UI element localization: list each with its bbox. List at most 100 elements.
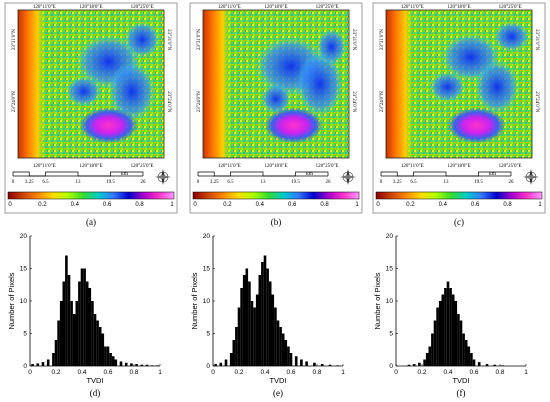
colorbar-tick-label: 0.8 [320, 202, 329, 208]
scale-bar-tick: 19.5 [291, 180, 300, 185]
y-axis-label: Number of Pixels [7, 272, 16, 329]
scale-bar-tick: 13 [261, 180, 267, 185]
y-tick-label: 0 [206, 363, 210, 370]
histogram-bar [101, 333, 105, 366]
scale-bar-tick: 13 [76, 180, 82, 185]
compass-needle-ew [340, 175, 356, 179]
y-tick-label: 5 [389, 331, 393, 338]
colorbar [375, 191, 543, 200]
x-tick-label: 0.6 [469, 369, 478, 376]
longitude-label-top: 120°25'0"E [499, 5, 522, 10]
colorbar [192, 191, 360, 200]
x-tick-label: 0 [394, 369, 398, 376]
histogram-bar [229, 353, 233, 366]
scale-bar-tick: 0 [12, 180, 15, 185]
map-panel: 120°11'0"E 120°18'0"E 120°25'0"E 23°31'0"N 2… [4, 2, 178, 227]
scale-bar-line [197, 171, 329, 177]
scale-bar-tick: 3.25 [25, 180, 34, 185]
histogram-bar [279, 327, 282, 366]
scale-bar-tick: 0 [380, 180, 383, 185]
scale-bar-tick: 3.25 [210, 180, 219, 185]
map-wet-area [261, 84, 291, 114]
latitude-label-right: 23°31'0"N [351, 29, 356, 50]
colorbar [7, 191, 175, 200]
histogram-bar [250, 301, 254, 366]
colorbar-tick-label: 0.2 [223, 202, 232, 208]
histogram-bar [65, 255, 68, 366]
histogram-bar [248, 281, 251, 366]
histogram-bar [242, 275, 246, 366]
scale-bar-tick: 6.5 [227, 180, 234, 185]
x-tick-label: 1 [524, 369, 528, 376]
map-border [385, 9, 533, 159]
x-tick-label: 0.8 [129, 369, 138, 376]
histogram-bar [268, 281, 272, 366]
colorbar-tick-label: 1 [355, 202, 359, 208]
histogram-bar [109, 353, 112, 366]
y-tick-label: 15 [386, 266, 394, 273]
histogram-bar [459, 320, 463, 366]
histogram-bar [300, 359, 303, 366]
y-tick-label: 5 [206, 331, 210, 338]
histogram-bar [255, 294, 259, 366]
x-tick-label: 1 [158, 369, 162, 376]
histogram-bar [281, 333, 285, 366]
x-tick-label: 0 [211, 369, 215, 376]
x-axis-label: TVDI [86, 376, 103, 385]
x-tick-label: 0 [28, 369, 32, 376]
colorbar-tick-label: 0.8 [503, 202, 512, 208]
x-tick-label: 0.8 [495, 369, 504, 376]
histogram-bar [431, 333, 434, 366]
histogram-bar [145, 364, 149, 366]
histogram-bar [111, 356, 115, 366]
x-tick-label: 0.4 [260, 369, 269, 376]
histogram-bar [130, 363, 133, 366]
histogram-bar [54, 340, 58, 366]
histogram-bar [98, 327, 102, 366]
y-tick-label: 15 [20, 266, 28, 273]
histogram-bar [261, 262, 264, 366]
histogram-bar [75, 301, 79, 366]
longitude-label-top: 120°11'0"E [218, 5, 241, 10]
histogram-bar [425, 353, 429, 366]
longitude-label-bottom: 120°11'0"E [218, 164, 241, 169]
map-panel: 120°11'0"E 120°18'0"E 120°25'0"E 23°31'0"N 2… [189, 2, 363, 227]
y-tick-label: 10 [386, 298, 394, 305]
scale-bar-tick: 19.5 [106, 180, 115, 185]
histogram-bar [36, 363, 40, 366]
histogram-bar [85, 281, 89, 366]
histogram-bar [454, 301, 458, 366]
compass-needle-ew [155, 175, 171, 179]
histogram-bar [253, 307, 256, 366]
y-tick-label: 10 [203, 298, 211, 305]
longitude-label-bottom: 120°11'0"E [401, 164, 424, 169]
longitude-label-top: 120°11'0"E [33, 5, 56, 10]
histogram-bar [266, 268, 269, 366]
longitude-label-bottom: 120°25'0"E [316, 164, 339, 169]
histogram-bar [436, 307, 439, 366]
y-tick-label: 20 [386, 233, 394, 240]
colorbar-tick-label: 0 [8, 202, 12, 208]
longitude-label-top: 120°25'0"E [131, 5, 154, 10]
longitude-label-top: 120°25'0"E [316, 5, 339, 10]
histogram-bar [446, 281, 450, 366]
histogram-bar [245, 268, 249, 366]
histogram-bar [78, 281, 81, 366]
scale-bar-tick: 3.25 [393, 180, 402, 185]
latitude-label-right: 23°24'0"N [351, 91, 356, 112]
x-tick-label: 0.2 [417, 369, 426, 376]
longitude-label-bottom: 120°18'0"E [80, 164, 103, 169]
x-tick-label: 0.6 [286, 369, 295, 376]
longitude-label-bottom: 120°25'0"E [499, 164, 522, 169]
scale-bar-tick: 26 [509, 180, 515, 185]
histogram-bar [232, 340, 236, 366]
y-tick-label: 20 [203, 233, 211, 240]
histogram-bar [119, 361, 123, 366]
panel-frame [372, 2, 546, 214]
colorbar-tick-label: 0.2 [406, 202, 415, 208]
colorbar-tick-label: 0 [376, 202, 380, 208]
histogram-bar [477, 362, 481, 366]
histogram-bar [294, 356, 298, 366]
scale-bar: 0 3.25 6.5 13 19.5 26 km [380, 171, 514, 185]
